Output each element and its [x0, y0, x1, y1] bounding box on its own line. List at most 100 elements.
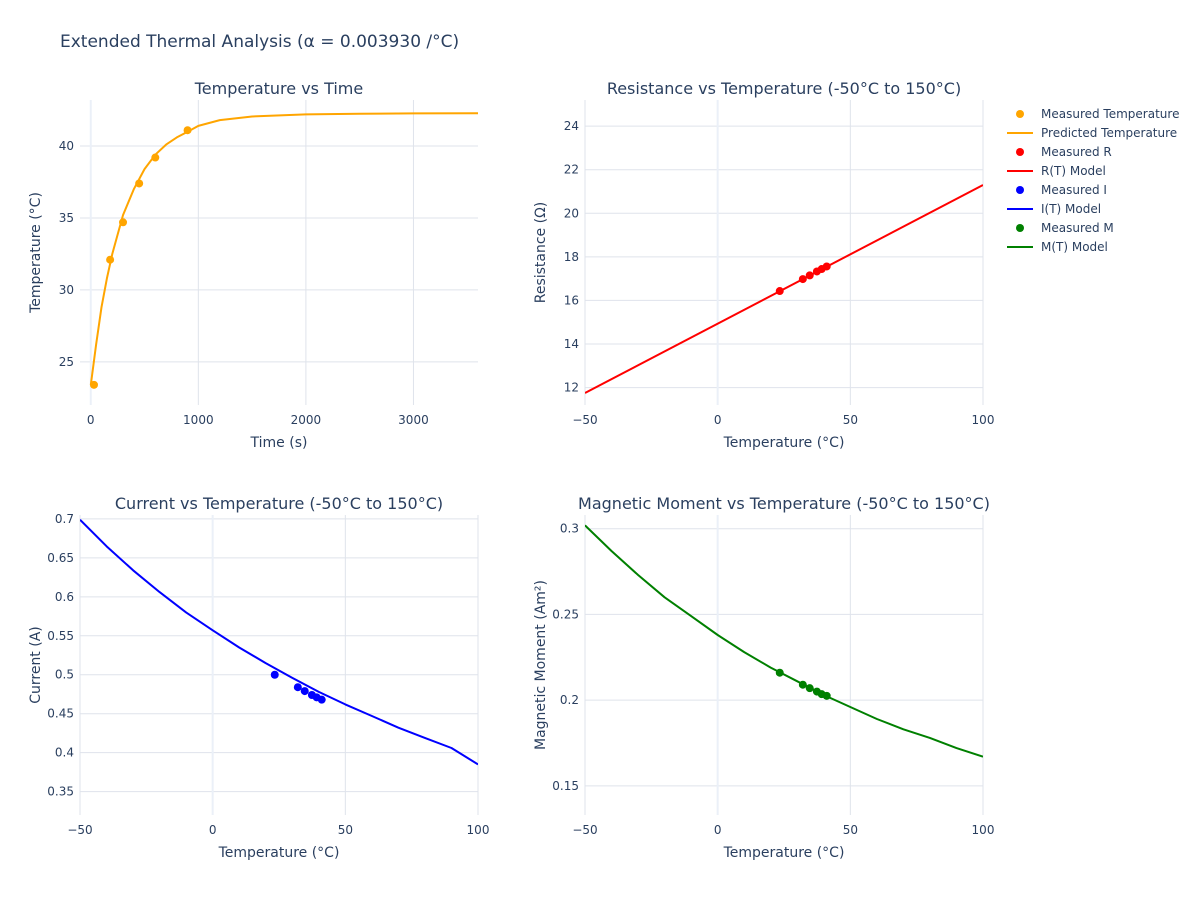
legend-label: R(T) Model [1041, 163, 1106, 178]
data-point [106, 255, 115, 264]
legend-line-swatch [1005, 203, 1035, 215]
y-tick-label: 0.7 [55, 512, 74, 526]
y-tick-label: 0.4 [55, 746, 74, 760]
subplot-1: 25 30 35 40 0 1000 2000 3000 Temperature vs Time… [28, 79, 478, 451]
legend-label: M(T) Model [1041, 239, 1108, 254]
y-tick-label: 0.25 [552, 607, 579, 621]
y-tick-label: 0.35 [47, 785, 74, 799]
x-tick-label: 0 [87, 413, 95, 427]
data-point [805, 684, 814, 693]
x-tick-label: 0 [714, 413, 722, 427]
data-point [798, 680, 807, 689]
legend-line-swatch [1005, 127, 1035, 139]
subplot-title: Resistance vs Temperature (-50°C to 150°… [607, 79, 961, 98]
x-tick-label: 1000 [183, 413, 214, 427]
legend-label: I(T) Model [1041, 201, 1102, 216]
data-point [270, 670, 279, 679]
data-point [151, 153, 160, 162]
x-tick-label: −50 [67, 823, 92, 837]
data-point [89, 380, 98, 389]
x-tick-label: 50 [338, 823, 353, 837]
y-tick-label: 20 [564, 206, 579, 220]
y-tick-label: 18 [564, 250, 579, 264]
legend-item-m-model[interactable]: M(T) Model [1005, 237, 1179, 256]
y-axis-label: Magnetic Moment (Am²) [533, 580, 549, 750]
legend-line-swatch [1005, 165, 1035, 177]
data-point [775, 287, 784, 296]
legend-marker-swatch [1005, 184, 1035, 196]
legend-item-r-model[interactable]: R(T) Model [1005, 161, 1179, 180]
legend-item-i-model[interactable]: I(T) Model [1005, 199, 1179, 218]
data-point [119, 218, 128, 227]
series-line [585, 184, 983, 394]
y-tick-label: 14 [564, 337, 579, 351]
y-tick-label: 0.6 [55, 590, 74, 604]
x-axis-label: Temperature (°C) [723, 435, 845, 451]
data-point [775, 668, 784, 677]
y-tick-label: 0.55 [47, 629, 74, 643]
data-point [300, 687, 309, 696]
subplot-title: Temperature vs Time [194, 79, 363, 98]
data-point [805, 271, 814, 280]
y-axis-label: Resistance (Ω) [533, 202, 549, 304]
subplot-title: Magnetic Moment vs Temperature (-50°C to… [578, 494, 990, 513]
x-tick-label: 100 [972, 823, 995, 837]
y-tick-label: 0.5 [55, 668, 74, 682]
legend-item-predicted-temperature[interactable]: Predicted Temperature [1005, 123, 1179, 142]
x-tick-label: 50 [843, 823, 858, 837]
subplot-4: 0.15 0.2 0.25 0.3 −50 0 50 100 Magnetic Moment v… [533, 494, 994, 861]
legend[interactable]: Measured Temperature Predicted Temperatu… [1005, 104, 1179, 256]
legend-item-measured-r[interactable]: Measured R [1005, 142, 1179, 161]
data-point [822, 262, 831, 271]
data-point [183, 126, 192, 135]
legend-item-measured-m[interactable]: Measured M [1005, 218, 1179, 237]
y-tick-label: 16 [564, 293, 579, 307]
x-tick-label: 50 [843, 413, 858, 427]
series-line [80, 518, 478, 766]
legend-label: Measured R [1041, 144, 1112, 159]
legend-label: Measured Temperature [1041, 106, 1180, 121]
y-axis-label: Temperature (°C) [28, 192, 44, 314]
legend-marker-swatch [1005, 146, 1035, 158]
y-tick-label: 22 [564, 163, 579, 177]
x-tick-label: −50 [572, 823, 597, 837]
y-tick-label: 0.2 [560, 693, 579, 707]
subplot-2: 12 14 16 18 20 22 24 −50 0 50 100 Resistance vs Tem… [533, 79, 994, 451]
x-tick-label: 0 [209, 823, 217, 837]
x-tick-label: 100 [467, 823, 490, 837]
series-line [585, 524, 983, 758]
subplot-3: 0.35 0.4 0.45 0.5 0.55 0.6 0.65 0.7 −50 0 50 100 Cur… [28, 494, 489, 861]
y-tick-label: 0.65 [47, 551, 74, 565]
legend-marker-swatch [1005, 222, 1035, 234]
legend-item-measured-i[interactable]: Measured I [1005, 180, 1179, 199]
data-point [317, 695, 326, 704]
x-tick-label: 100 [972, 413, 995, 427]
x-axis-label: Time (s) [250, 435, 308, 451]
y-tick-label: 24 [564, 119, 579, 133]
x-axis-label: Temperature (°C) [723, 845, 845, 861]
figure-title: Extended Thermal Analysis (α = 0.003930 … [60, 32, 460, 52]
x-tick-label: −50 [572, 413, 597, 427]
y-tick-label: 30 [59, 283, 74, 297]
x-axis-label: Temperature (°C) [218, 845, 340, 861]
y-tick-label: 35 [59, 211, 74, 225]
subplot-title: Current vs Temperature (-50°C to 150°C) [115, 494, 443, 513]
y-tick-label: 25 [59, 355, 74, 369]
y-tick-label: 0.15 [552, 779, 579, 793]
x-tick-label: 2000 [291, 413, 322, 427]
y-tick-label: 0.3 [560, 522, 579, 536]
legend-item-measured-temperature[interactable]: Measured Temperature [1005, 104, 1179, 123]
legend-label: Measured M [1041, 220, 1114, 235]
legend-marker-swatch [1005, 108, 1035, 120]
data-point [293, 683, 302, 692]
legend-line-swatch [1005, 241, 1035, 253]
y-tick-label: 40 [59, 139, 74, 153]
data-point [135, 179, 144, 188]
y-axis-label: Current (A) [28, 626, 44, 704]
data-point [822, 691, 831, 700]
legend-label: Predicted Temperature [1041, 125, 1178, 140]
legend-label: Measured I [1041, 182, 1107, 197]
y-tick-label: 12 [564, 381, 579, 395]
